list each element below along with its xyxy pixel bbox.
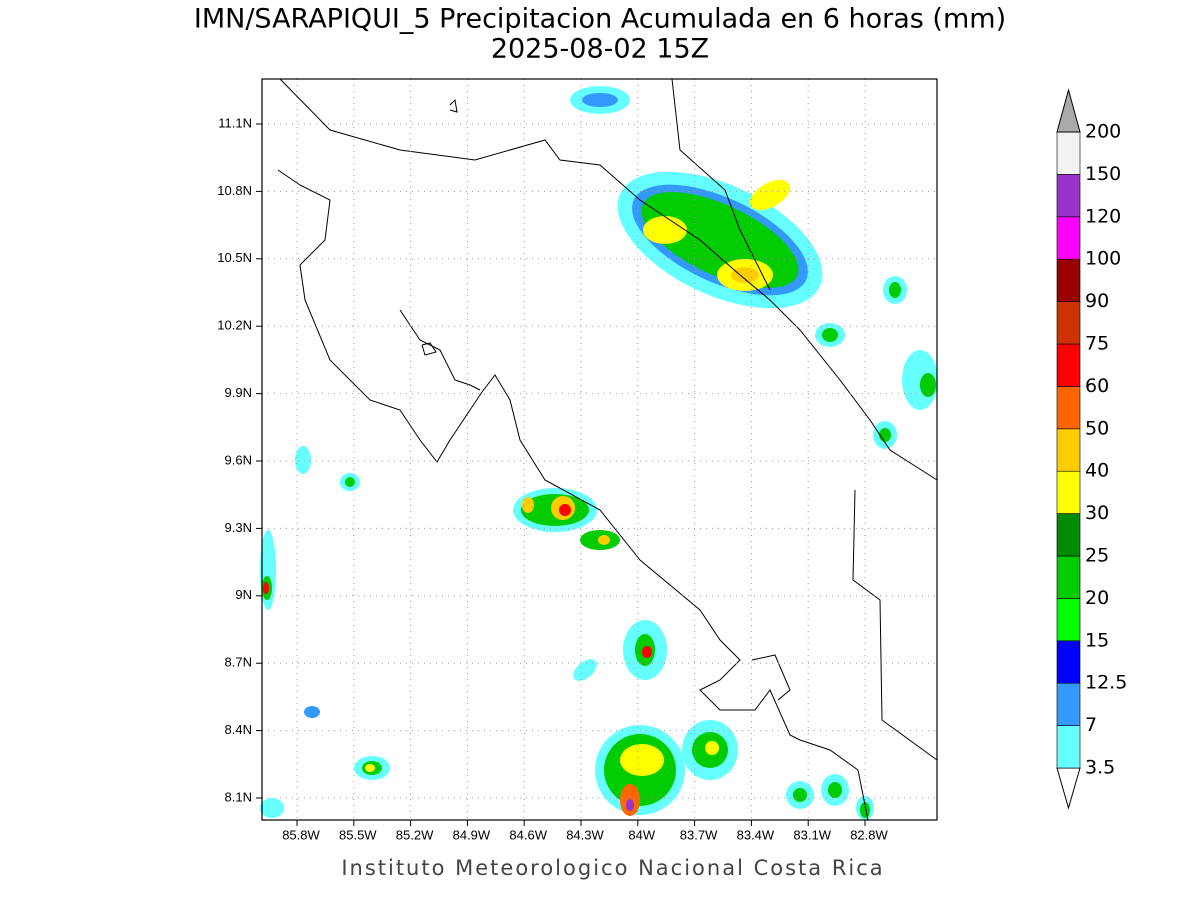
lat-label: 8.4N [225, 722, 252, 737]
lon-label: 83.4W [737, 827, 775, 842]
title: IMN/SARAPIQUI_5 Precipitacion Acumulada … [194, 4, 1006, 35]
colorbar-band [1056, 640, 1081, 684]
grid [262, 79, 937, 820]
colorbar-over [1056, 88, 1081, 133]
colorbar-band [1056, 598, 1081, 642]
colorbar-label: 120 [1085, 205, 1121, 227]
colorbar-label: 60 [1085, 375, 1109, 397]
colorbar-band [1056, 301, 1081, 345]
colorbar-band [1056, 343, 1081, 387]
colorbar-band [1056, 555, 1081, 599]
colorbar-label: 12.5 [1085, 672, 1127, 694]
colorbar-label: 200 [1085, 121, 1121, 143]
lon-label: 82.8W [850, 827, 888, 842]
lat-label: 10.8N [217, 183, 252, 198]
colorbar-label: 25 [1085, 545, 1109, 567]
lat-label: 9.9N [225, 385, 252, 400]
colorbar-label: 50 [1085, 417, 1109, 439]
colorbar-label: 7 [1085, 714, 1097, 736]
colorbar-under [1056, 767, 1081, 810]
colorbar-band [1056, 428, 1081, 472]
colorbar-label: 150 [1085, 163, 1121, 185]
lat-label: 10.5N [217, 250, 252, 265]
colorbar-label: 20 [1085, 587, 1109, 609]
lon-label: 84.6W [509, 827, 547, 842]
lat-label: 9N [235, 587, 252, 602]
colorbar-label: 90 [1085, 290, 1109, 312]
colorbar-band [1056, 258, 1081, 302]
lon-label: 84.9W [453, 827, 491, 842]
lat-label: 11.1N [218, 115, 252, 130]
lat-label: 8.7N [225, 655, 252, 670]
colorbar: 3.5 7 12.5 15 20 25 30 40 50 60 75 90 100 120 150 200 [1056, 88, 1127, 810]
axes: 11.1N 10.8N 10.5N 10.2N 9.9N 9.6N 9.3N 9N 8.7N 8.… [217, 115, 888, 842]
lon-label: 85.8W [282, 827, 320, 842]
lon-label: 83.7W [680, 827, 718, 842]
lon-label: 84.3W [566, 827, 604, 842]
colorbar-band [1056, 682, 1081, 726]
colorbar-label: 75 [1085, 333, 1109, 355]
colorbar-band [1056, 725, 1081, 769]
colorbar-label: 15 [1085, 629, 1109, 651]
lat-label: 9.6N [225, 452, 252, 467]
colorbar-label: 30 [1085, 502, 1109, 524]
lon-label: 83.1W [793, 827, 831, 842]
colorbar-band [1056, 216, 1081, 260]
colorbar-band [1056, 131, 1081, 175]
colorbar-band [1056, 513, 1081, 557]
colorbar-label: 100 [1085, 248, 1121, 270]
lat-label: 8.1N [225, 789, 252, 804]
lat-label: 9.3N [225, 520, 252, 535]
lon-label: 85.2W [396, 827, 434, 842]
colorbar-label: 3.5 [1085, 757, 1115, 779]
lon-label: 85.5W [339, 827, 377, 842]
lon-label: 84W [628, 827, 655, 842]
coastlines [277, 78, 938, 821]
lat-label: 10.2N [217, 318, 252, 333]
colorbar-band [1056, 386, 1081, 430]
precipitation-field [260, 86, 938, 820]
subtitle: 2025-08-02 15Z [491, 34, 709, 65]
colorbar-label: 40 [1085, 460, 1109, 482]
map-frame [261, 78, 938, 821]
footer: Instituto Meteorologico Nacional Costa R… [341, 856, 884, 880]
colorbar-band [1056, 174, 1081, 218]
colorbar-band [1056, 470, 1081, 514]
